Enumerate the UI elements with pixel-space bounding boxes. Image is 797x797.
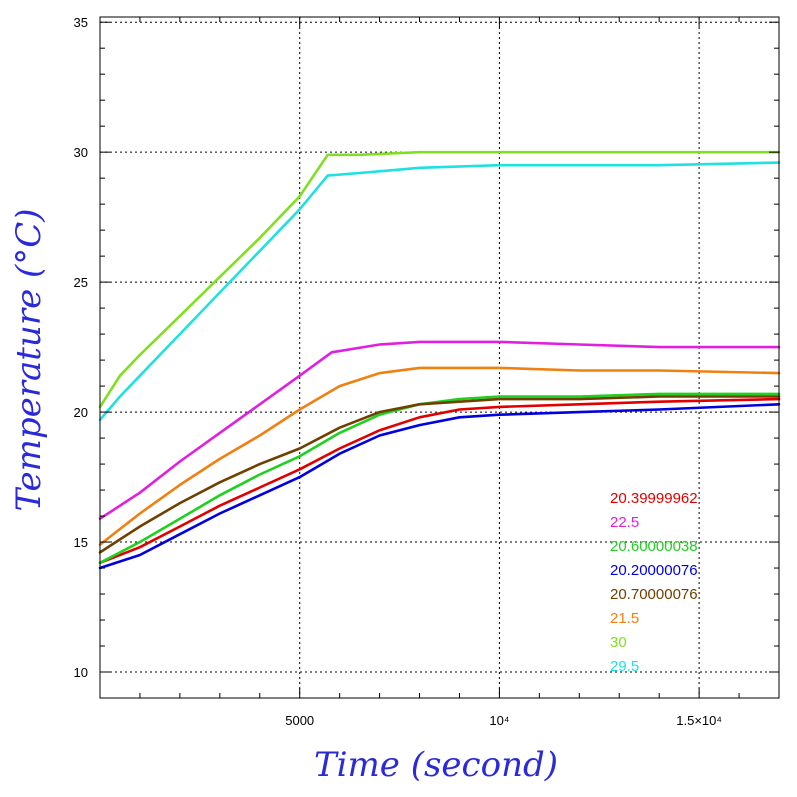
x-tick-label: 1.5×10⁴ xyxy=(676,713,722,728)
legend-entry-1: 20.39999962 xyxy=(610,490,698,507)
y-tick-label: 30 xyxy=(74,145,88,160)
y-tick-label: 20 xyxy=(74,405,88,420)
y-tick-label: 25 xyxy=(74,275,88,290)
series-group xyxy=(98,150,781,570)
ticks xyxy=(100,17,779,698)
series-line-3 xyxy=(98,392,781,565)
series-line-4 xyxy=(98,402,781,570)
legend-entry-3: 20.60000038 xyxy=(610,538,698,555)
legend-entry-4: 20.20000076 xyxy=(610,562,698,579)
series-line-1 xyxy=(98,397,781,565)
legend-entry-8: 29.5 xyxy=(610,658,639,675)
y-tick-label: 15 xyxy=(74,535,88,550)
series-line-6 xyxy=(98,366,781,546)
y-axis-title: Temperature (°C) xyxy=(9,208,49,511)
legend-entry-7: 30 xyxy=(610,634,627,651)
x-tick-label: 5000 xyxy=(285,713,314,728)
legend: 20.39999962 22.5 20.60000038 20.20000076 20.… xyxy=(610,490,698,675)
tick-labels: 5000 10⁴ 1.5×10⁴ 10 15 20 25 30 35 xyxy=(74,15,722,728)
series-line-8 xyxy=(98,161,781,422)
x-axis-title: Time (second) xyxy=(314,745,558,785)
legend-entry-5: 20.70000076 xyxy=(610,586,698,603)
legend-entry-2: 22.5 xyxy=(610,514,639,531)
x-tick-label: 10⁴ xyxy=(489,713,509,728)
y-tick-label: 35 xyxy=(74,15,88,30)
y-tick-label: 10 xyxy=(74,665,88,680)
plot-frame xyxy=(99,16,780,699)
series-line-5 xyxy=(98,395,781,554)
series-line-2 xyxy=(98,340,781,521)
series-line-7 xyxy=(98,150,781,409)
legend-entry-6: 21.5 xyxy=(610,610,639,627)
